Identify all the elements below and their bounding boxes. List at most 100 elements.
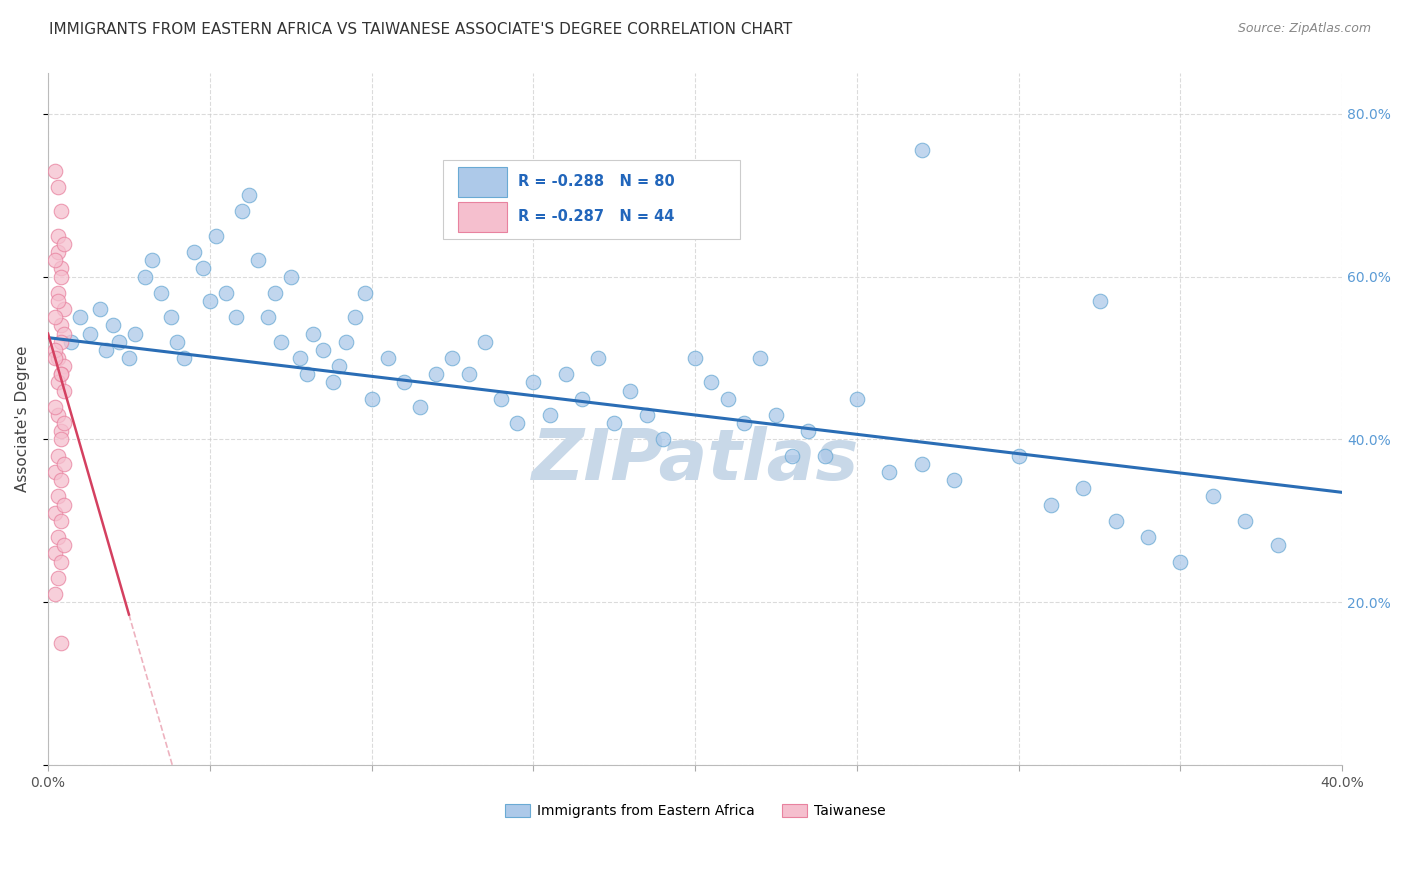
Point — [49, 204, 72, 219]
Point — [1267, 538, 1289, 552]
Point — [49, 636, 72, 650]
Point — [49, 261, 72, 276]
Point — [1040, 498, 1063, 512]
Point — [46, 228, 69, 243]
Point — [263, 285, 285, 300]
Point — [124, 326, 146, 341]
Point — [46, 293, 69, 308]
Point — [46, 376, 69, 390]
Point — [141, 253, 163, 268]
Point — [46, 571, 69, 585]
Point — [377, 351, 399, 365]
Point — [46, 490, 69, 504]
Point — [409, 400, 432, 414]
Point — [571, 392, 593, 406]
Point — [44, 351, 66, 365]
Point — [44, 506, 66, 520]
Point — [506, 416, 529, 430]
Point — [44, 400, 66, 414]
Point — [53, 384, 76, 398]
Point — [733, 416, 755, 430]
Text: IMMIGRANTS FROM EASTERN AFRICA VS TAIWANESE ASSOCIATE'S DEGREE CORRELATION CHART: IMMIGRANTS FROM EASTERN AFRICA VS TAIWAN… — [49, 22, 793, 37]
Point — [160, 310, 183, 325]
Point — [231, 204, 253, 219]
Point — [49, 368, 72, 382]
Point — [522, 376, 544, 390]
Text: ZIPatlas: ZIPatlas — [531, 426, 859, 495]
Point — [586, 351, 609, 365]
Point — [716, 392, 738, 406]
FancyBboxPatch shape — [458, 202, 508, 232]
Point — [49, 433, 72, 447]
Point — [44, 343, 66, 357]
Point — [344, 310, 367, 325]
Point — [53, 326, 76, 341]
Point — [1008, 449, 1031, 463]
Point — [247, 253, 270, 268]
Point — [392, 376, 415, 390]
Point — [1073, 481, 1095, 495]
Point — [44, 310, 66, 325]
Point — [53, 457, 76, 471]
Point — [183, 245, 205, 260]
Point — [1202, 490, 1225, 504]
Point — [215, 285, 238, 300]
FancyBboxPatch shape — [458, 167, 508, 197]
Point — [489, 392, 512, 406]
Point — [49, 514, 72, 528]
Legend: Immigrants from Eastern Africa, Taiwanese: Immigrants from Eastern Africa, Taiwanes… — [499, 799, 891, 824]
Point — [198, 293, 221, 308]
Point — [108, 334, 131, 349]
Point — [280, 269, 302, 284]
Point — [360, 392, 382, 406]
Point — [89, 302, 111, 317]
Point — [911, 144, 934, 158]
Point — [49, 555, 72, 569]
Point — [118, 351, 141, 365]
Point — [44, 546, 66, 560]
Point — [683, 351, 706, 365]
Point — [538, 408, 561, 422]
Point — [49, 318, 72, 333]
Point — [49, 334, 72, 349]
Point — [53, 359, 76, 373]
Point — [53, 416, 76, 430]
Point — [44, 465, 66, 479]
Point — [554, 368, 576, 382]
Point — [457, 368, 479, 382]
Point — [328, 359, 350, 373]
Point — [335, 334, 357, 349]
Point — [49, 425, 72, 439]
Point — [1088, 293, 1111, 308]
Point — [1105, 514, 1128, 528]
Point — [813, 449, 835, 463]
Point — [193, 261, 215, 276]
Point — [636, 408, 658, 422]
Point — [79, 326, 101, 341]
Point — [1137, 530, 1160, 544]
Point — [53, 237, 76, 252]
Point — [354, 285, 377, 300]
Point — [322, 376, 344, 390]
Point — [173, 351, 195, 365]
Point — [651, 433, 673, 447]
Point — [46, 180, 69, 194]
Point — [101, 318, 124, 333]
Point — [911, 457, 934, 471]
Point — [44, 587, 66, 601]
Point — [59, 334, 82, 349]
Point — [53, 498, 76, 512]
Point — [425, 368, 447, 382]
Point — [748, 351, 770, 365]
Point — [1170, 555, 1192, 569]
Point — [845, 392, 868, 406]
Point — [619, 384, 641, 398]
Point — [46, 245, 69, 260]
Point — [877, 465, 900, 479]
Point — [225, 310, 247, 325]
Point — [49, 269, 72, 284]
Point — [295, 368, 318, 382]
Point — [205, 228, 228, 243]
Point — [44, 163, 66, 178]
Point — [765, 408, 787, 422]
